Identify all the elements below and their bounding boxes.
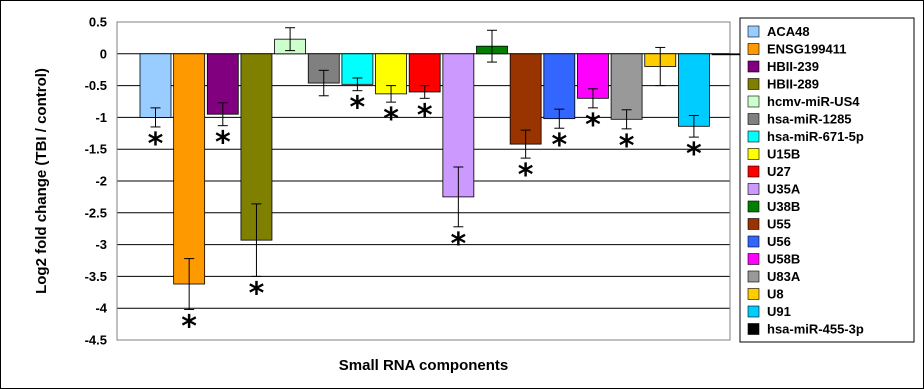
significance-star: * — [148, 127, 164, 162]
significance-star: * — [181, 309, 197, 344]
y-tick-label: -0.5 — [85, 78, 107, 93]
y-tick-label: -2.5 — [85, 205, 107, 220]
legend-swatch — [747, 253, 760, 265]
legend-label: hsa-miR-455-3p — [767, 322, 864, 337]
y-tick-label: 0.5 — [89, 15, 107, 30]
bars — [139, 38, 744, 285]
bar — [610, 53, 643, 120]
legend-swatch — [747, 165, 760, 178]
bar — [139, 53, 172, 118]
legend-swatch — [747, 218, 760, 230]
significance-star: * — [551, 128, 567, 163]
plot-area-border — [116, 21, 731, 341]
significance-star: * — [350, 91, 366, 126]
legend-label: hcmv-miR-US4 — [767, 94, 860, 109]
significance-star: * — [518, 158, 534, 193]
legend: ACA48 ENSG199411 HBII-239 HBII-289 hcmv-miR-… — [739, 17, 915, 343]
legend-swatch — [747, 78, 760, 90]
y-tick-label: -3.5 — [85, 269, 107, 284]
significance-star: * — [585, 108, 601, 143]
legend-swatch — [747, 95, 760, 108]
legend-swatch — [747, 183, 760, 195]
legend-label: U83A — [767, 269, 801, 284]
y-tick-labels: 0.5 0 -0.5 -1 -1.5 -2 -2.5 -3 -3.5 -4 -4.5 — [85, 15, 108, 348]
legend-label: hsa-miR-671-5p — [767, 129, 864, 144]
legend-label: HBII-289 — [767, 77, 819, 92]
legend-swatch — [747, 288, 760, 300]
legend-swatch — [747, 148, 760, 160]
y-tick-label: -4.5 — [85, 333, 107, 348]
legend-label: ACA48 — [767, 24, 810, 39]
legend-swatch — [747, 270, 760, 283]
legend-label: U8 — [767, 287, 784, 302]
y-tick-label: -4 — [95, 301, 107, 316]
significance-star: * — [450, 227, 466, 262]
significance-star: * — [249, 276, 265, 311]
bar — [543, 53, 576, 120]
y-tick-label: -1 — [95, 110, 107, 125]
legend-label: HBII-239 — [767, 59, 819, 74]
legend-swatch — [747, 305, 760, 318]
x-axis-title: Small RNA components — [339, 357, 508, 374]
legend-label: U35A — [767, 182, 801, 197]
legend-label: hsa-miR-1285 — [767, 112, 852, 127]
significance-star: * — [215, 126, 231, 161]
bar — [711, 53, 744, 56]
y-tick-label: -2 — [95, 174, 107, 189]
legend-label: U38B — [767, 199, 800, 214]
legend-swatch — [747, 113, 760, 125]
error-bars — [150, 27, 699, 310]
y-axis-title: Log2 fold change (TBI / control) — [33, 68, 50, 294]
significance-markers: * * * * * * * * * * * * * — [148, 91, 702, 345]
legend-label: U55 — [767, 217, 791, 232]
legend-label: U56 — [767, 234, 791, 249]
bar — [173, 53, 206, 285]
y-tick-label: -3 — [95, 237, 107, 252]
legend-label: ENSG199411 — [767, 42, 847, 57]
legend-swatch — [747, 130, 760, 143]
significance-star: * — [619, 129, 635, 164]
significance-star: * — [417, 98, 433, 133]
legend-swatch — [747, 323, 760, 335]
legend-swatch — [747, 60, 760, 73]
legend-label: U15B — [767, 147, 800, 162]
legend-swatch — [747, 25, 760, 38]
y-tick-label: 0 — [100, 46, 107, 61]
legend-swatch — [747, 43, 760, 55]
legend-label: U91 — [767, 304, 791, 319]
significance-star: * — [686, 137, 702, 172]
legend-swatch — [747, 200, 760, 213]
y-tick-label: -1.5 — [85, 142, 107, 157]
legend-box — [739, 17, 915, 343]
legend-swatch — [747, 235, 760, 248]
legend-label: U58B — [767, 252, 800, 267]
bar — [678, 53, 710, 127]
legend-label: U27 — [767, 164, 791, 179]
significance-star: * — [383, 102, 399, 137]
